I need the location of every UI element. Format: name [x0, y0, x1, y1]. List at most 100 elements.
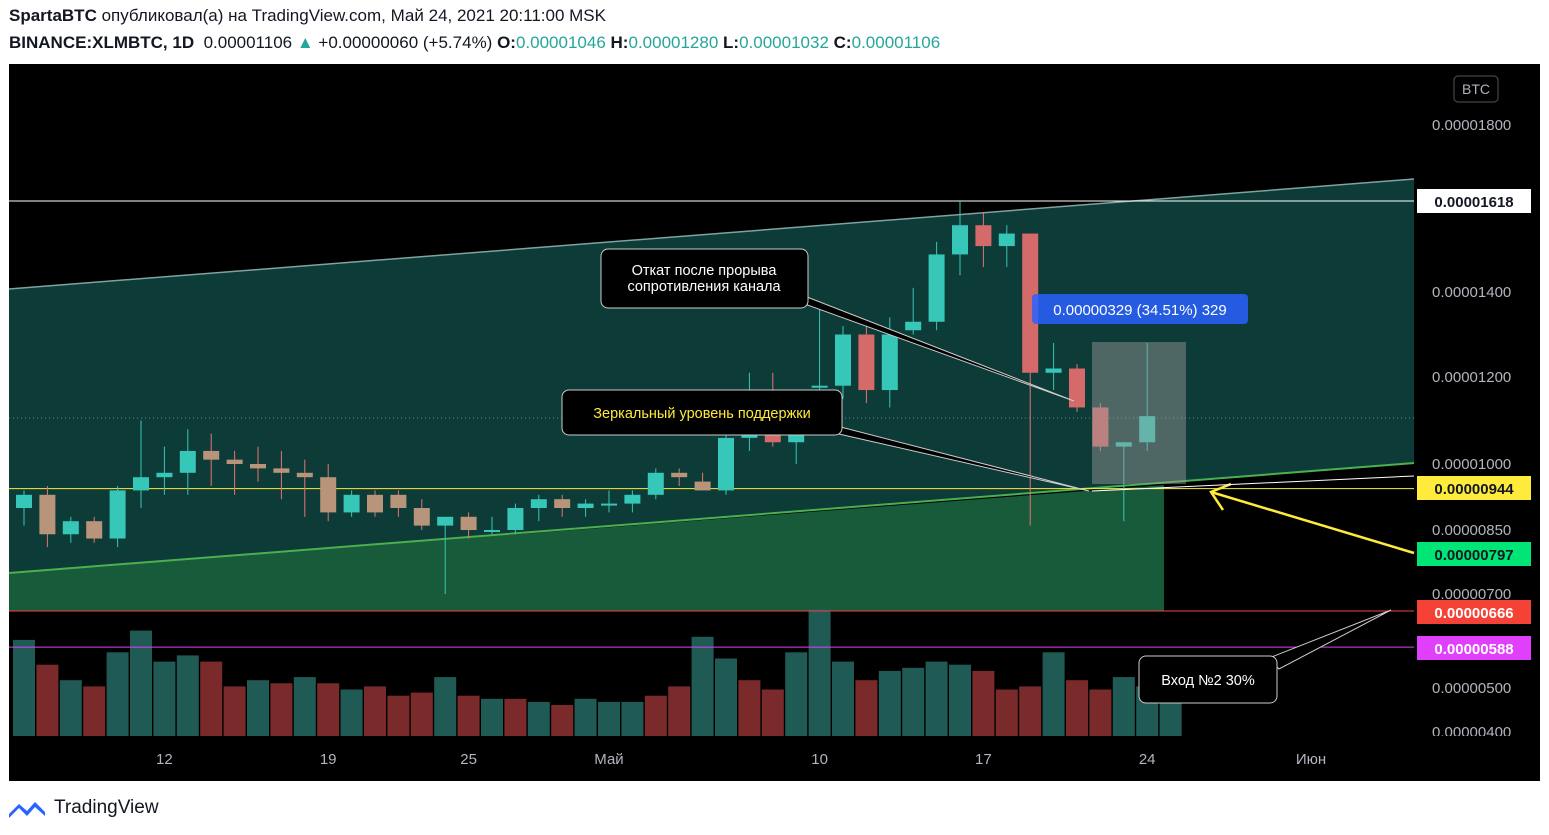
arrow-line [1210, 490, 1415, 555]
volume-bar [83, 686, 106, 736]
volume-bar [855, 680, 878, 736]
candle-body [835, 334, 851, 386]
last-price: 0.00001106 [203, 33, 293, 52]
tradingview-logo-icon [9, 802, 45, 818]
volume-bar [551, 705, 574, 736]
candle-body [1069, 368, 1085, 408]
level-price-tag [1417, 542, 1531, 566]
volume-bar [130, 630, 152, 736]
volume-bar [223, 686, 246, 736]
symbol-name[interactable]: BINANCE:XLMBTC, 1D [9, 33, 195, 52]
candle-body [203, 450, 220, 460]
x-tick-label: 24 [1139, 751, 1156, 768]
volume-bar [949, 664, 971, 736]
y-tick-label: 0.00000500 [1432, 680, 1511, 697]
volume-bar [387, 695, 410, 736]
brand-name[interactable]: TradingView [54, 797, 159, 818]
candle-body [1115, 442, 1132, 447]
candle-body [554, 499, 571, 508]
volume-bar [527, 701, 550, 736]
candle-body [413, 508, 430, 526]
volume-bar [808, 608, 831, 736]
volume-bar [1089, 689, 1112, 736]
candle-body [62, 521, 79, 535]
measure-label-box [1032, 294, 1248, 324]
volume-bar [574, 698, 597, 736]
time-axis: 12 19 25 Май 10 17 24 Июн [9, 736, 1540, 781]
channel-top-line [9, 178, 1415, 290]
volume-bar [691, 636, 714, 736]
volume-bar [832, 661, 854, 736]
x-tick-label: 25 [460, 751, 477, 768]
candle-body [296, 472, 313, 478]
measure-label: 0.00000329 (34.51%) 329 [1053, 302, 1226, 319]
x-tick-label: 17 [975, 751, 992, 768]
high-label: H: [610, 33, 629, 52]
volume-bar [1019, 686, 1042, 736]
close-value: 0.00001106 [851, 33, 941, 52]
level-price-label: 0.00000588 [1434, 641, 1513, 658]
callout-box[interactable] [600, 248, 809, 309]
candle-body [1092, 407, 1109, 447]
volume-bar [598, 701, 620, 736]
high-value: 0.00001280 [628, 33, 719, 52]
candle-body [484, 530, 500, 532]
volume-bar [176, 655, 199, 736]
candle-body [858, 334, 875, 391]
callout-text: Откат после прорыва [632, 263, 778, 279]
volume-bar [1112, 677, 1135, 736]
y-tick-label: 0.00000700 [1432, 586, 1511, 603]
volume-bars [13, 608, 1182, 736]
x-tick-label: Май [594, 751, 623, 768]
currency-badge[interactable] [1453, 75, 1499, 103]
candle-body [320, 477, 337, 513]
level-price-label: 0.00000797 [1434, 547, 1513, 564]
currency-label: BTC [1462, 81, 1490, 97]
candle-body [226, 459, 243, 464]
volume-bar [504, 698, 527, 736]
candle-body [530, 499, 547, 508]
candle-body [507, 508, 524, 530]
open-label: O: [497, 33, 516, 52]
arrow-head [1209, 482, 1232, 511]
level-price-label: 0.00001618 [1434, 194, 1513, 211]
callout-box[interactable] [1138, 655, 1278, 704]
volume-bar [715, 658, 737, 736]
close-label: C: [833, 33, 852, 52]
measure-tool[interactable]: 0.00000329 (34.51%) 329 [1032, 294, 1248, 484]
candle-body [109, 490, 126, 539]
volume-bar [364, 686, 386, 736]
candle-body [928, 254, 945, 322]
publish-text: опубликовал(а) на TradingView.com, Май 2… [96, 6, 606, 25]
candle-body [343, 494, 360, 513]
y-tick-label: 0.00001800 [1432, 117, 1511, 134]
time-axis-bg [9, 736, 1540, 781]
candle-body [881, 334, 898, 391]
price-chart[interactable]: 0.00000329 (34.51%) 329 Откат после прор… [9, 64, 1540, 781]
author-name[interactable]: SpartaBTC [9, 6, 97, 25]
candle-body [671, 472, 688, 478]
volume-bar [293, 677, 316, 736]
volume-bar [247, 680, 269, 736]
volume-bar [738, 680, 761, 736]
volume-bar [317, 683, 340, 736]
footer: TradingView [8, 795, 159, 821]
candle-body [86, 521, 103, 539]
x-tick-label: 19 [320, 751, 337, 768]
measure-box[interactable] [1092, 342, 1186, 484]
candle-body [1022, 233, 1039, 373]
level-price-tag [1417, 600, 1531, 624]
candle-body [788, 433, 805, 443]
callout-box[interactable] [561, 389, 843, 436]
volume-bar [434, 677, 457, 736]
volume-bar [902, 667, 925, 736]
candle-body [624, 494, 641, 504]
channel-bottom-line [9, 462, 1415, 574]
volume-bar [36, 664, 59, 736]
candle-body [39, 494, 56, 535]
volume-bar [481, 698, 503, 736]
x-tick-label: Июн [1296, 751, 1326, 768]
level-price-tag [1417, 189, 1531, 213]
level-price-tag [1417, 636, 1531, 660]
volume-bar [457, 695, 480, 736]
